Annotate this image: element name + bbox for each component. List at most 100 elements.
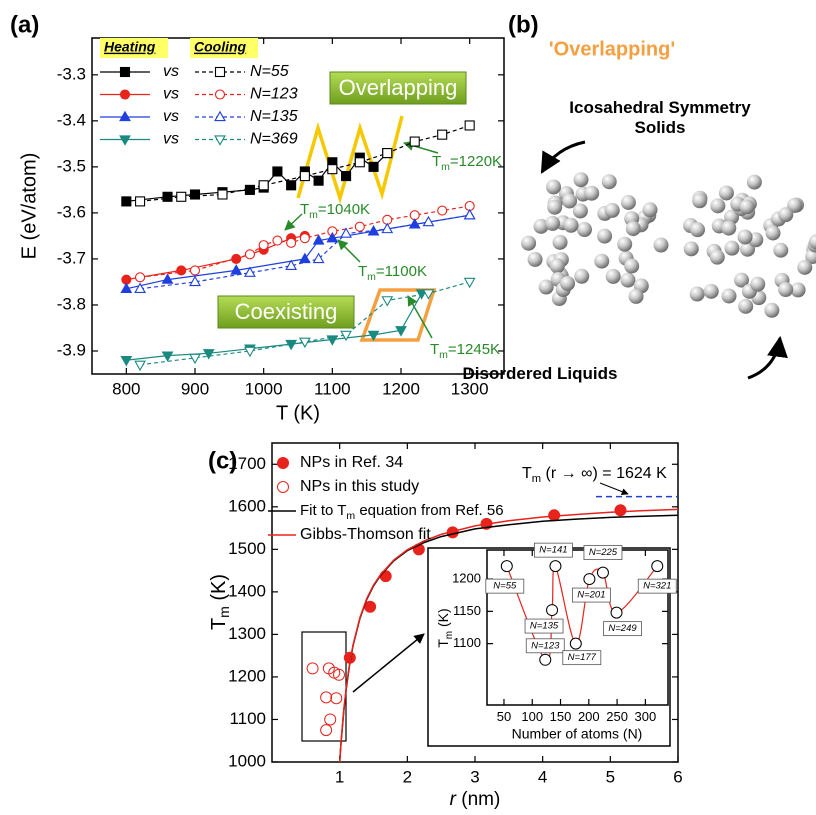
illustration-title: 'Overlapping' <box>549 38 675 60</box>
marker <box>287 181 296 190</box>
marker <box>273 236 282 245</box>
atom <box>738 229 753 244</box>
atom <box>597 229 612 244</box>
atom <box>704 284 719 299</box>
marker <box>122 197 131 206</box>
atom <box>778 207 793 222</box>
point <box>321 725 332 736</box>
label-part: T <box>432 153 441 170</box>
marker <box>465 210 475 219</box>
melting-label: Tm=1245K <box>430 341 500 361</box>
legend-label: N=123 <box>250 86 298 103</box>
point-label: N=123 <box>531 640 560 651</box>
x-tick-label: 800 <box>112 380 140 399</box>
marker <box>245 250 254 259</box>
label-part: (r → ∞) = 1624 K <box>541 465 667 482</box>
point-label: N=225 <box>589 547 618 558</box>
melting-label: Tm=1040K <box>300 201 370 221</box>
marker <box>121 68 130 77</box>
melting-label: Tm=1100K <box>358 263 427 283</box>
marker <box>355 222 364 231</box>
atom <box>710 250 725 265</box>
legend-label: Gibbs-Thomson fit <box>300 526 431 543</box>
atom <box>594 254 609 269</box>
marker <box>177 192 186 201</box>
marker <box>287 238 296 247</box>
marker <box>216 90 225 99</box>
atom <box>684 241 699 256</box>
point-label: N=177 <box>568 652 597 663</box>
series-line <box>140 126 470 202</box>
point <box>597 567 608 578</box>
x-tick-label: 4 <box>538 768 547 787</box>
atom <box>573 203 588 218</box>
marker <box>314 254 324 263</box>
x-tick-label: 250 <box>606 709 628 724</box>
panel-label: (b) <box>508 11 539 38</box>
x-tick-label: 6 <box>673 768 682 787</box>
atom <box>564 218 579 233</box>
y-tick-label: 1700 <box>228 454 266 473</box>
legend-header: Heating <box>104 39 156 55</box>
atom <box>547 200 562 215</box>
atom <box>617 237 632 252</box>
x-tick-label: 1100 <box>314 380 351 399</box>
marker <box>120 112 130 121</box>
marker <box>216 68 225 77</box>
marker <box>215 136 225 145</box>
label-subscript: m <box>309 209 318 221</box>
marker <box>218 190 227 199</box>
caption-box: Icosahedral Symmetry Solids <box>565 98 755 148</box>
marker <box>215 112 225 121</box>
x-axis-label: Number of atoms (N) <box>512 726 643 742</box>
x-tick-label: 300 <box>635 709 657 724</box>
top-caption: Icosahedral Symmetry Solids <box>565 98 755 138</box>
asymptote-label: Tm (r → ∞) = 1624 K <box>522 465 667 485</box>
legend-marker <box>278 458 289 469</box>
legend-label: N=135 <box>250 108 298 125</box>
x-tick-label: 50 <box>497 709 511 724</box>
label-subscript: m <box>532 473 541 485</box>
atom <box>721 288 736 303</box>
marker <box>465 121 474 130</box>
label-part: T <box>430 341 439 358</box>
marker <box>191 266 200 275</box>
arrow <box>338 240 360 262</box>
atom <box>797 260 812 275</box>
x-tick-label: 3 <box>470 768 479 787</box>
atom <box>621 195 636 210</box>
atom <box>739 199 754 214</box>
label-part: (K) <box>208 574 230 606</box>
point <box>584 574 595 585</box>
atom <box>721 221 736 236</box>
marker <box>300 234 309 243</box>
point <box>325 714 336 725</box>
melting-label: Tm=1220K <box>432 153 502 173</box>
x-tick-label: 2 <box>403 768 412 787</box>
atom <box>750 277 765 292</box>
point-label: N=249 <box>608 623 637 634</box>
label-part: (K) <box>435 608 451 631</box>
legend-header: Cooling <box>194 39 247 55</box>
atom <box>553 235 568 250</box>
marker <box>121 357 131 366</box>
marker <box>136 273 145 282</box>
label-part: T <box>522 465 532 482</box>
legend-joiner: vs <box>163 86 179 103</box>
label-part: equation from Ref. 56 <box>355 502 503 519</box>
marker <box>300 172 309 181</box>
y-tick-label: -3.3 <box>57 64 86 83</box>
point <box>547 605 558 616</box>
y-tick-label: 1400 <box>228 581 266 600</box>
atom <box>620 273 635 288</box>
marker <box>121 90 130 99</box>
marker <box>382 297 392 306</box>
point-label: N=135 <box>530 621 559 632</box>
x-tick-label: 1000 <box>245 380 283 399</box>
legend-label: NPs in this study <box>300 478 419 495</box>
atom <box>550 258 565 273</box>
atom <box>724 241 739 256</box>
atom <box>577 222 592 237</box>
point <box>570 638 581 649</box>
point <box>550 561 561 572</box>
